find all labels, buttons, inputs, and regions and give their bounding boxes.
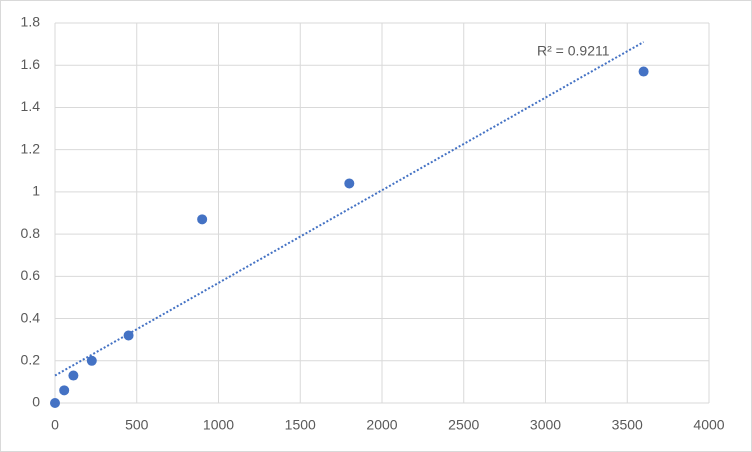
marks [50,41,649,408]
y-tick-label: 0.4 [21,309,41,325]
x-tick-label: 4000 [693,417,724,433]
point [123,330,134,341]
x-tick-label: 3500 [612,417,643,433]
point [50,398,60,408]
point [197,214,208,225]
point [86,355,97,366]
y-tick-label: 1.6 [21,56,41,72]
x-tick-label: 2000 [366,417,397,433]
y-tick-label: 1.2 [21,140,41,156]
y-tick-label: 1.8 [21,14,41,30]
x-tick-label: 1500 [285,417,316,433]
x-tick-label: 3000 [530,417,561,433]
y-tick-label: 0 [32,394,40,410]
x-tick-label: 1000 [203,417,234,433]
trendline-label: R² = 0.9211 [537,43,610,59]
y-tick-label: 0.6 [21,267,41,283]
point [344,178,355,189]
y-tick-label: 1 [32,183,40,199]
x-tick-label: 2500 [448,417,479,433]
y-tick-label: 0.8 [21,225,41,241]
point [68,370,79,381]
x-tick-label: 500 [125,417,149,433]
point [638,66,649,77]
y-tick-label: 1.4 [21,98,41,114]
y-tick-label: 0.2 [21,351,41,367]
point [59,385,70,396]
x-tick-label: 0 [51,417,59,433]
grid [54,22,710,404]
trendline [54,41,645,377]
